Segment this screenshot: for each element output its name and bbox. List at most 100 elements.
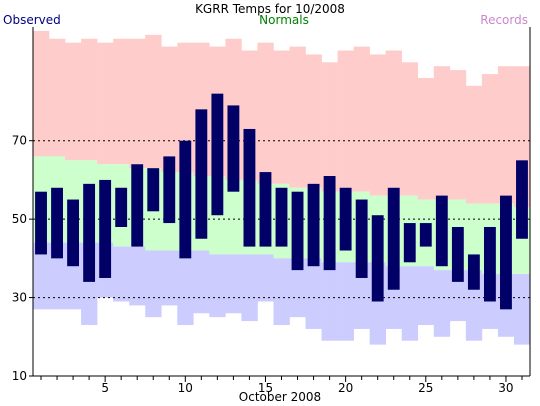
observed-bar <box>307 183 320 267</box>
record-high-band <box>257 42 274 184</box>
observed-bar <box>67 199 80 267</box>
legend-normals: Normals <box>259 13 309 27</box>
x-axis-label: October 2008 <box>239 390 321 404</box>
record-high-band <box>129 38 146 169</box>
record-low-band <box>177 250 194 326</box>
record-low-band <box>241 254 258 322</box>
record-high-band <box>481 74 499 204</box>
observed-bar <box>323 176 336 271</box>
observed-bar <box>483 226 496 302</box>
record-high-band <box>321 62 338 192</box>
axes: 10 30 50 70 5 10 15 20 25 30 <box>12 27 531 395</box>
record-low-band <box>33 242 50 310</box>
record-low-band <box>401 266 419 341</box>
observed-bar <box>467 254 480 290</box>
record-low-band <box>161 250 178 306</box>
record-low-band <box>257 254 274 302</box>
record-low-band <box>337 262 354 341</box>
record-high-band <box>401 62 419 196</box>
record-high-band <box>385 50 403 196</box>
observed-bar <box>243 128 256 247</box>
record-high-band <box>337 50 354 192</box>
record-low-band <box>49 242 66 310</box>
x-tick-label: 10 <box>178 381 193 395</box>
record-high-band <box>449 70 467 200</box>
x-tick-label: 30 <box>498 381 513 395</box>
record-low-band <box>145 250 162 318</box>
record-high-band <box>369 54 387 196</box>
record-low-band <box>417 266 435 326</box>
observed-bar <box>99 179 112 278</box>
record-high-band <box>289 46 306 188</box>
observed-bar <box>291 191 304 271</box>
normal-band <box>225 179 242 255</box>
record-high-band <box>97 42 114 165</box>
observed-bar <box>371 215 384 302</box>
x-tick-label: 5 <box>101 381 109 395</box>
record-low-band <box>305 258 322 329</box>
record-high-band <box>49 38 66 157</box>
record-low-band <box>193 250 210 314</box>
record-high-band <box>433 66 451 200</box>
observed-bar <box>195 109 208 239</box>
observed-bar <box>516 160 528 239</box>
record-high-band <box>497 66 515 204</box>
observed-bar <box>147 168 160 212</box>
x-tick-label: 15 <box>258 381 273 395</box>
observed-bar <box>83 183 96 282</box>
record-high-band <box>177 42 194 173</box>
record-low-band <box>321 262 338 341</box>
record-low-band <box>113 246 130 302</box>
observed-bar <box>131 164 144 247</box>
record-low-band <box>209 254 226 318</box>
observed-bar <box>339 187 352 251</box>
record-high-band <box>33 30 50 157</box>
record-low-band <box>129 246 146 306</box>
record-high-band <box>465 85 483 204</box>
normal-band <box>465 203 483 271</box>
y-tick-label: 70 <box>12 134 27 148</box>
x-tick-label: 20 <box>338 381 353 395</box>
record-low-band <box>225 254 242 314</box>
record-high-band <box>145 34 162 169</box>
record-high-band <box>417 77 435 200</box>
x-tick-label: 25 <box>418 381 433 395</box>
observed-bar <box>275 187 288 247</box>
observed-bar <box>435 195 448 267</box>
y-tick-label: 50 <box>12 212 27 226</box>
observed-bar <box>355 199 368 278</box>
record-high-band <box>81 38 98 161</box>
observed-bar <box>51 187 63 259</box>
record-low-band <box>513 274 531 345</box>
record-low-band <box>273 258 290 326</box>
observed-bar <box>227 105 240 192</box>
record-high-band <box>305 54 322 188</box>
observed-bar <box>163 156 176 224</box>
record-high-band <box>161 46 178 173</box>
y-tick-label: 10 <box>12 369 27 383</box>
legend-observed: Observed <box>3 13 61 27</box>
observed-bar <box>500 195 512 310</box>
record-high-band <box>65 42 82 161</box>
observed-bar <box>179 140 192 259</box>
observed-bar <box>451 226 464 282</box>
record-high-band <box>353 46 370 192</box>
observed-bar <box>387 187 400 290</box>
observed-bars <box>35 93 528 310</box>
record-low-band <box>449 270 467 322</box>
record-low-band <box>289 258 306 318</box>
record-high-band <box>273 50 290 184</box>
observed-bar <box>259 172 272 247</box>
record-low-band <box>353 262 370 329</box>
observed-bar <box>403 223 416 263</box>
record-low-band <box>433 270 451 337</box>
observed-bar <box>35 191 47 255</box>
legend-records: Records <box>480 13 528 27</box>
observed-bar <box>211 93 224 216</box>
y-tick-label: 30 <box>12 291 27 305</box>
observed-bar <box>419 223 432 247</box>
observed-bar <box>115 187 128 227</box>
record-high-band <box>113 38 130 165</box>
chart-title: KGRR Temps for 10/2008 <box>195 2 345 16</box>
